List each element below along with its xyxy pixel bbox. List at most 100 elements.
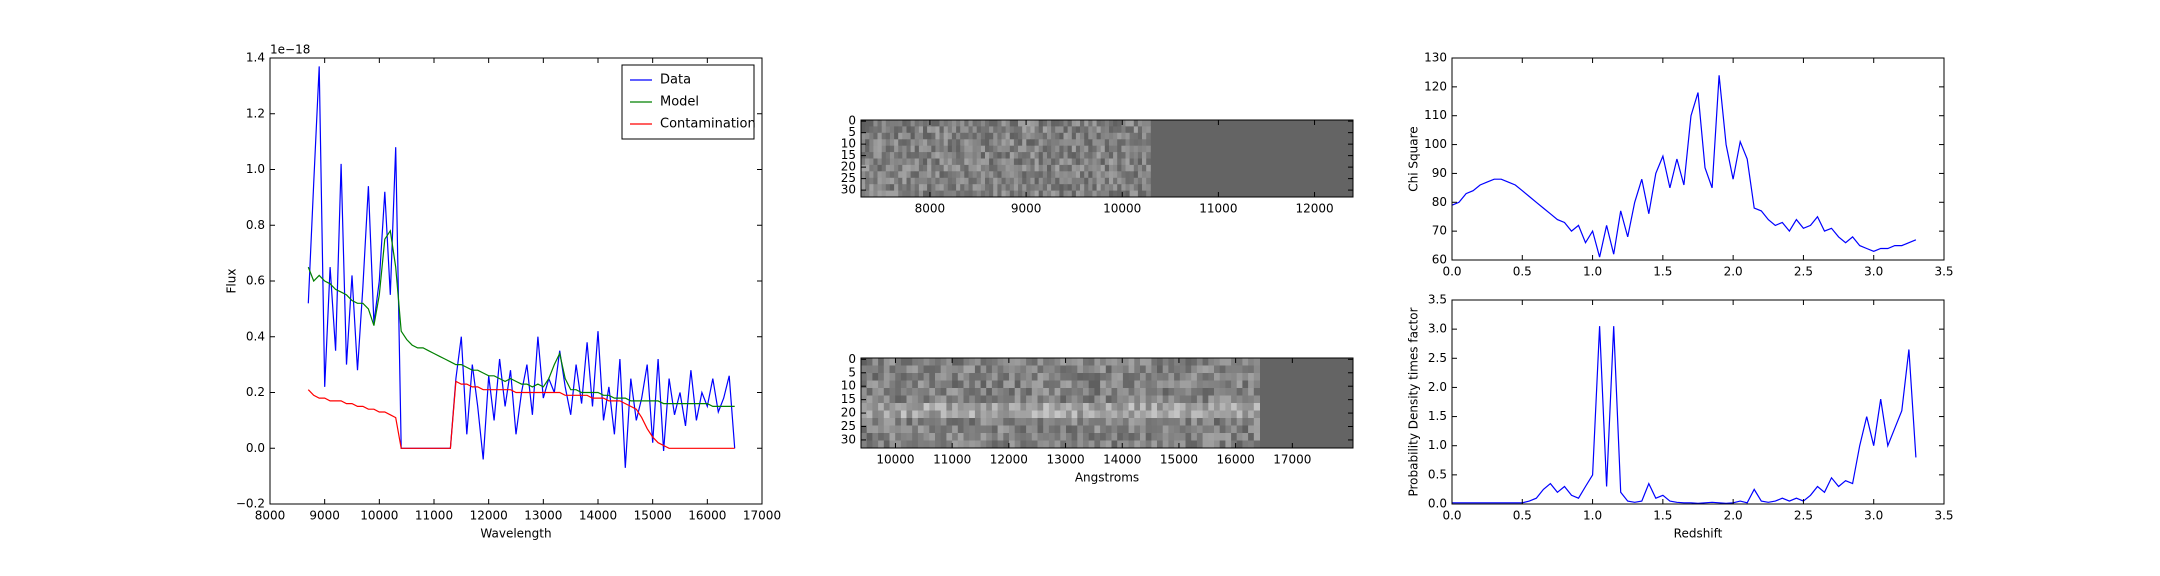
image-pixel xyxy=(1063,139,1069,147)
image-pixel xyxy=(1009,190,1015,198)
image-pixel xyxy=(1071,365,1078,374)
image-pixel xyxy=(1047,190,1052,198)
image-pixel xyxy=(1060,365,1067,374)
image-pixel xyxy=(873,145,878,153)
image-pixel xyxy=(1055,177,1060,185)
image-pixel xyxy=(1014,373,1021,381)
x-tick-label: 8000 xyxy=(915,202,946,216)
image-pixel xyxy=(889,380,896,389)
image-pixel xyxy=(889,139,895,147)
image-pixel xyxy=(900,403,908,411)
image-pixel xyxy=(1018,177,1023,185)
series-line xyxy=(307,229,735,407)
image-pixel xyxy=(993,126,998,134)
image-pixel xyxy=(931,190,936,198)
image-pixel xyxy=(1162,403,1169,411)
image-pixel xyxy=(1054,433,1061,441)
image-pixel xyxy=(952,365,959,374)
image-pixel xyxy=(1109,145,1114,153)
image-pixel xyxy=(1031,388,1038,396)
y-tick-label: 3.0 xyxy=(1428,322,1447,336)
image-pixel xyxy=(1179,380,1186,389)
image-pixel xyxy=(1191,380,1198,389)
image-pixel xyxy=(1043,425,1050,434)
image-pixel xyxy=(972,120,978,127)
image-pixel xyxy=(894,132,899,140)
image-pixel xyxy=(931,164,936,172)
y-tick-label: 1.0 xyxy=(246,162,265,176)
image-pixel xyxy=(902,139,907,147)
image-pixel xyxy=(900,440,908,449)
image-pixel xyxy=(877,171,883,179)
image-pixel xyxy=(906,410,913,419)
image-pixel xyxy=(1075,171,1081,179)
image-pixel xyxy=(1117,418,1124,426)
image-pixel xyxy=(861,440,868,449)
image-pixel xyxy=(1142,126,1147,134)
image-pixel xyxy=(957,358,964,366)
image-pixel xyxy=(1117,373,1124,381)
image-pixel xyxy=(923,126,928,134)
image-pixel xyxy=(878,403,885,411)
image-pixel xyxy=(1037,410,1044,419)
image-pixel xyxy=(1047,171,1052,179)
image-pixel xyxy=(1225,403,1232,411)
image-pixel xyxy=(1133,177,1139,185)
image-pixel xyxy=(1042,158,1048,166)
image-pixel xyxy=(986,433,993,441)
image-pixel xyxy=(869,139,874,147)
image-pixel xyxy=(873,132,878,140)
image-pixel xyxy=(1043,373,1050,381)
image-pixel xyxy=(873,152,878,159)
image-pixel xyxy=(861,132,866,140)
legend-label: Model xyxy=(660,95,699,110)
y-tick-label: 110 xyxy=(1424,108,1447,122)
image-pixel xyxy=(1174,365,1181,374)
image-pixel xyxy=(1109,152,1114,159)
image-pixel xyxy=(1133,139,1139,147)
image-pixel xyxy=(1146,164,1151,172)
image-pixel xyxy=(997,152,1002,159)
image-pixel xyxy=(1100,120,1106,127)
image-pixel xyxy=(1137,184,1143,192)
image-pixel xyxy=(1236,358,1243,366)
image-pixel xyxy=(1047,177,1052,185)
image-pixel xyxy=(866,395,873,404)
image-pixel xyxy=(1077,373,1084,381)
image-pixel xyxy=(957,403,964,411)
image-pixel xyxy=(1083,395,1090,404)
image-pixel xyxy=(917,433,925,441)
image-pixel xyxy=(1026,425,1033,434)
image-pixel xyxy=(1225,433,1232,441)
image-pixel xyxy=(943,145,949,153)
image-pixel xyxy=(1083,440,1090,449)
image-pixel xyxy=(1054,380,1061,389)
image-pixel xyxy=(980,380,987,389)
image-pixel xyxy=(1013,171,1019,179)
image-pixel xyxy=(895,388,902,396)
image-pixel xyxy=(866,440,873,449)
image-pixel xyxy=(1047,164,1052,172)
image-pixel xyxy=(1083,358,1090,366)
image-pixel xyxy=(1111,365,1118,374)
x-axis-label: Redshift xyxy=(1674,527,1723,541)
image-pixel xyxy=(951,145,957,153)
image-pixel xyxy=(1117,120,1122,127)
image-pixel xyxy=(1031,403,1038,411)
image-pixel xyxy=(1117,410,1124,419)
image-pixel xyxy=(866,358,873,366)
image-pixel xyxy=(1179,365,1186,374)
image-pixel xyxy=(943,177,949,185)
image-pixel xyxy=(1009,145,1015,153)
image-pixel xyxy=(957,380,964,389)
image-pixel xyxy=(1100,132,1106,140)
image-pixel xyxy=(906,440,913,449)
image-pixel xyxy=(929,380,936,389)
image-pixel xyxy=(1001,190,1007,198)
y-tick-label: 100 xyxy=(1424,137,1447,151)
image-pixel xyxy=(1105,403,1112,411)
image-pixel xyxy=(1071,126,1077,134)
image-pixel xyxy=(1157,388,1164,396)
image-pixel xyxy=(991,373,999,381)
image-pixel xyxy=(1034,164,1040,172)
